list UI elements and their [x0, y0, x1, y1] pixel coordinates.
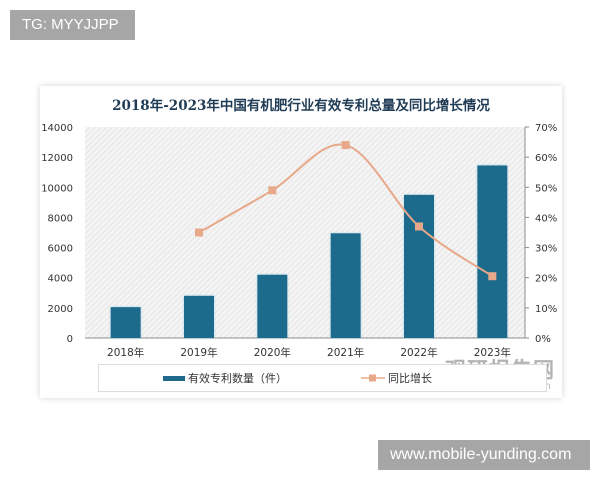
svg-text:2021年: 2021年	[327, 346, 364, 359]
svg-text:10%: 10%	[535, 304, 557, 315]
chart-title: 2018年-2023年中国有机肥行业有效专利总量及同比增长情况	[112, 98, 490, 114]
svg-text:0: 0	[67, 334, 73, 345]
legend-item-growth: 同比增长	[361, 370, 432, 386]
chart-legend: 有效专利数量（件） 同比增长	[98, 364, 547, 392]
svg-text:6000: 6000	[48, 244, 73, 255]
svg-text:20%: 20%	[535, 274, 557, 285]
svg-text:2019年: 2019年	[180, 346, 217, 359]
legend-label: 有效专利数量（件）	[188, 372, 287, 385]
svg-text:0%: 0%	[535, 334, 551, 345]
line-marker-icon	[361, 374, 385, 382]
x-axis: 2018年 2019年 2020年 2021年 2022年 2023年	[107, 346, 511, 359]
svg-text:4000: 4000	[48, 274, 73, 285]
line-series	[195, 141, 497, 281]
svg-text:14000: 14000	[41, 123, 73, 134]
svg-text:2023年: 2023年	[474, 346, 511, 359]
legend-item-patents: 有效专利数量（件）	[163, 370, 287, 386]
svg-text:2018年: 2018年	[107, 346, 144, 359]
svg-text:8000: 8000	[48, 213, 73, 224]
chart-plot: 0 2000 4000 6000 8000 10000 12000 14000 0% 10% 20…	[41, 123, 557, 359]
svg-text:10000: 10000	[41, 183, 73, 194]
svg-text:2020年: 2020年	[254, 346, 291, 359]
svg-text:50%: 50%	[535, 183, 557, 194]
svg-text:12000: 12000	[41, 153, 73, 164]
chart-card: 2018年-2023年中国有机肥行业有效专利总量及同比增长情况 0 2000 400…	[40, 86, 562, 398]
svg-text:40%: 40%	[535, 213, 557, 224]
left-axis: 0 2000 4000 6000 8000 10000 12000 14000	[41, 123, 73, 345]
svg-text:2022年: 2022年	[400, 346, 437, 359]
svg-text:60%: 60%	[535, 153, 557, 164]
bar-series	[110, 165, 508, 338]
right-axis: 0% 10% 20% 30% 40% 50% 60% 70%	[525, 123, 557, 345]
channel-tag: TG: MYYJJPP	[10, 10, 135, 40]
svg-text:30%: 30%	[535, 244, 557, 255]
svg-text:2000: 2000	[48, 304, 73, 315]
legend-label: 同比增长	[388, 372, 432, 385]
bar-swatch-icon	[163, 375, 185, 381]
site-tag: www.mobile-yunding.com	[378, 440, 590, 470]
svg-text:70%: 70%	[535, 123, 557, 134]
